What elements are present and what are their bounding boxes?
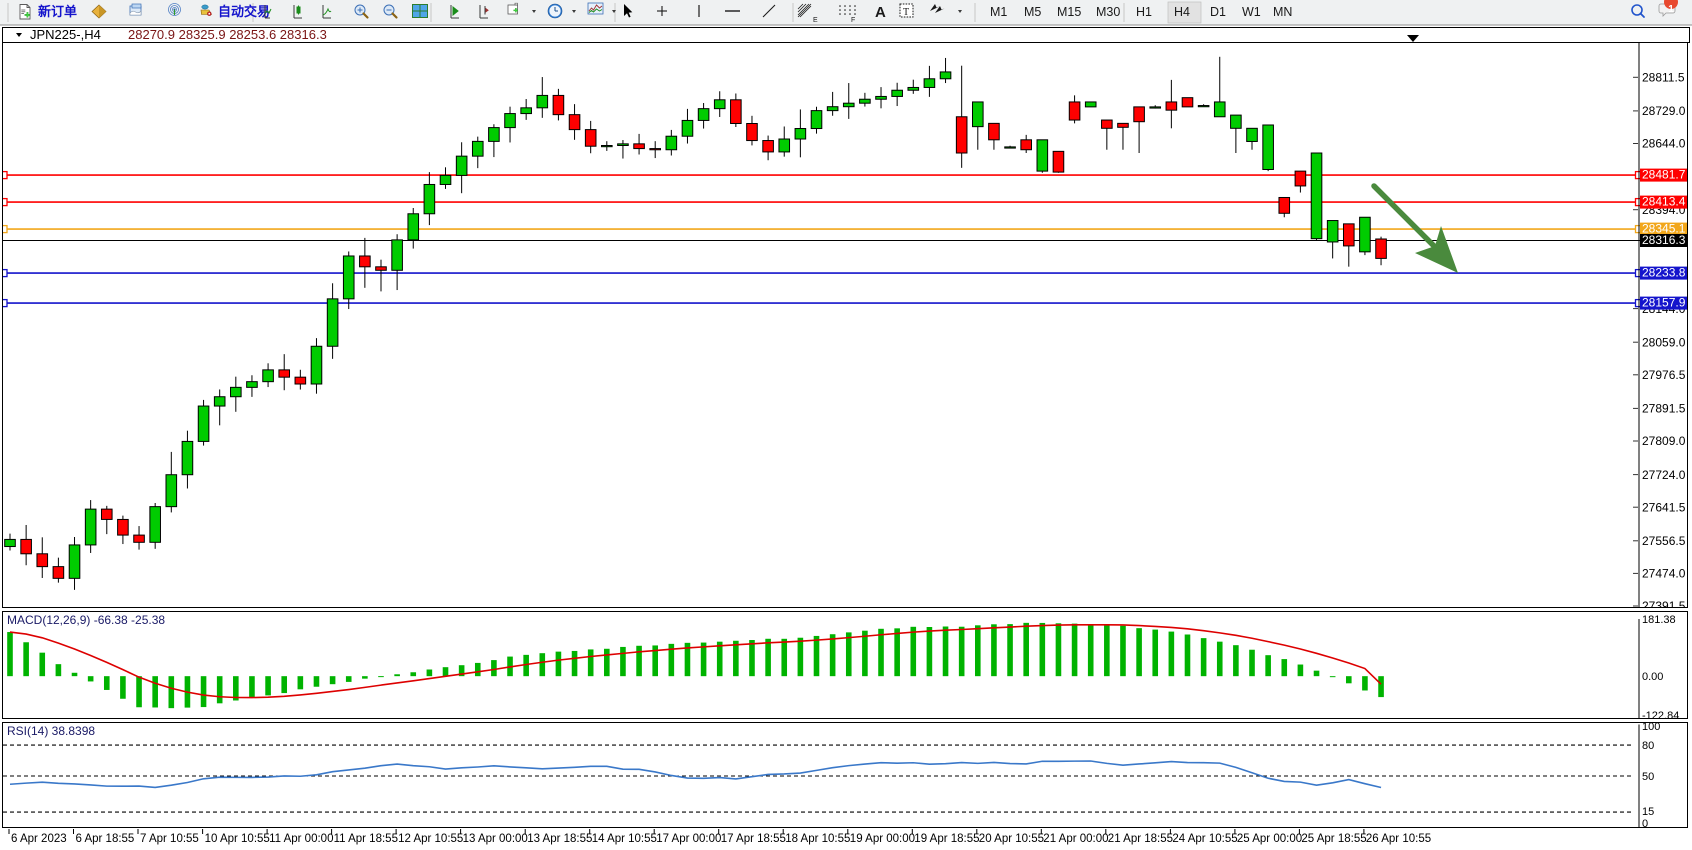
svg-text:12 Apr 10:55: 12 Apr 10:55	[398, 833, 463, 845]
svg-text:28233.8: 28233.8	[1642, 266, 1686, 280]
svg-text:28729.0: 28729.0	[1642, 104, 1686, 118]
svg-text:28644.0: 28644.0	[1642, 137, 1686, 151]
svg-text:19 Apr 18:55: 19 Apr 18:55	[914, 833, 979, 845]
svg-text:24 Apr 10:55: 24 Apr 10:55	[1172, 833, 1237, 845]
svg-text:181.38: 181.38	[1642, 614, 1676, 626]
svg-text:19 Apr 00:00: 19 Apr 00:00	[850, 833, 915, 845]
svg-text:17 Apr 18:55: 17 Apr 18:55	[721, 833, 786, 845]
svg-text:27809.0: 27809.0	[1642, 434, 1686, 448]
svg-text:50: 50	[1642, 771, 1654, 783]
svg-text:-122.84: -122.84	[1642, 710, 1679, 719]
svg-text:20 Apr 10:55: 20 Apr 10:55	[979, 833, 1044, 845]
svg-text:6 Apr 18:55: 6 Apr 18:55	[76, 833, 135, 845]
svg-text:6 Apr 2023: 6 Apr 2023	[11, 833, 67, 845]
svg-text:28316.3: 28316.3	[1642, 233, 1686, 247]
svg-text:28270.9 28325.9 28253.6 28316.: 28270.9 28325.9 28253.6 28316.3	[128, 27, 327, 42]
svg-text:18 Apr 10:55: 18 Apr 10:55	[785, 833, 850, 845]
svg-text:27556.5: 27556.5	[1642, 534, 1686, 548]
svg-text:13 Apr 00:00: 13 Apr 00:00	[463, 833, 528, 845]
svg-text:27391.5: 27391.5	[1642, 599, 1686, 608]
svg-text:10 Apr 10:55: 10 Apr 10:55	[205, 833, 270, 845]
svg-text:27724.0: 27724.0	[1642, 468, 1686, 482]
svg-text:28157.9: 28157.9	[1642, 296, 1686, 310]
svg-text:28811.5: 28811.5	[1642, 71, 1685, 85]
svg-text:28481.7: 28481.7	[1642, 168, 1686, 182]
svg-text:MACD(12,26,9) -66.38 -25.38: MACD(12,26,9) -66.38 -25.38	[7, 613, 165, 627]
svg-text:0.00: 0.00	[1642, 671, 1663, 683]
svg-text:17 Apr 00:00: 17 Apr 00:00	[656, 833, 721, 845]
svg-text:RSI(14) 38.8398: RSI(14) 38.8398	[7, 724, 95, 738]
svg-text:11 Apr 18:55: 11 Apr 18:55	[334, 833, 398, 845]
svg-text:15: 15	[1642, 806, 1654, 818]
svg-text:25 Apr 00:00: 25 Apr 00:00	[1237, 833, 1302, 845]
svg-text:28413.4: 28413.4	[1642, 195, 1686, 209]
svg-text:25 Apr 18:55: 25 Apr 18:55	[1301, 833, 1366, 845]
svg-text:14 Apr 10:55: 14 Apr 10:55	[592, 833, 657, 845]
svg-text:27474.0: 27474.0	[1642, 567, 1686, 581]
svg-text:0: 0	[1642, 818, 1648, 828]
svg-text:27641.5: 27641.5	[1642, 500, 1686, 514]
svg-text:27976.5: 27976.5	[1642, 368, 1686, 382]
svg-text:28059.0: 28059.0	[1642, 335, 1686, 349]
svg-text:7 Apr 10:55: 7 Apr 10:55	[140, 833, 199, 845]
svg-text:21 Apr 00:00: 21 Apr 00:00	[1043, 833, 1108, 845]
svg-text:26 Apr 10:55: 26 Apr 10:55	[1366, 833, 1431, 845]
svg-text:13 Apr 18:55: 13 Apr 18:55	[527, 833, 592, 845]
svg-text:11 Apr 00:00: 11 Apr 00:00	[269, 833, 333, 845]
svg-text:21 Apr 18:55: 21 Apr 18:55	[1108, 833, 1173, 845]
svg-text:JPN225-,H4: JPN225-,H4	[30, 27, 101, 42]
svg-text:100: 100	[1642, 723, 1660, 733]
svg-text:80: 80	[1642, 740, 1654, 752]
svg-text:27891.5: 27891.5	[1642, 402, 1686, 416]
